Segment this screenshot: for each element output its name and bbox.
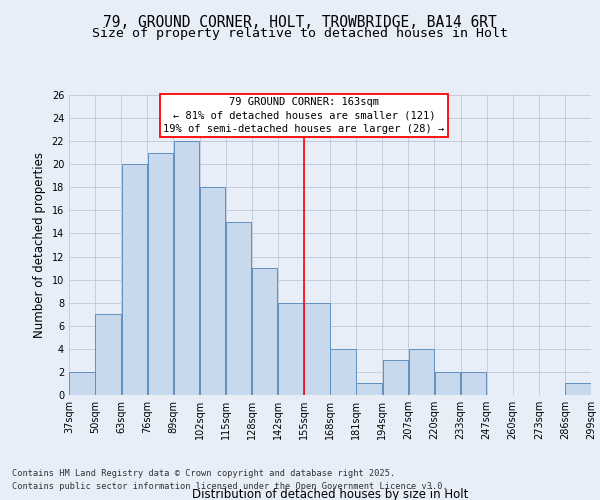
Bar bbox=[148, 152, 173, 395]
Bar bbox=[200, 188, 225, 395]
Bar bbox=[409, 349, 434, 395]
Bar bbox=[95, 314, 121, 395]
Text: Contains public sector information licensed under the Open Government Licence v3: Contains public sector information licen… bbox=[12, 482, 448, 491]
Bar bbox=[435, 372, 460, 395]
Text: 79, GROUND CORNER, HOLT, TROWBRIDGE, BA14 6RT: 79, GROUND CORNER, HOLT, TROWBRIDGE, BA1… bbox=[103, 15, 497, 30]
Bar bbox=[304, 302, 329, 395]
Bar bbox=[331, 349, 356, 395]
Bar bbox=[278, 302, 304, 395]
Bar bbox=[383, 360, 408, 395]
X-axis label: Distribution of detached houses by size in Holt: Distribution of detached houses by size … bbox=[192, 488, 468, 500]
Text: Size of property relative to detached houses in Holt: Size of property relative to detached ho… bbox=[92, 28, 508, 40]
Bar bbox=[226, 222, 251, 395]
Bar bbox=[356, 384, 382, 395]
Text: 79 GROUND CORNER: 163sqm
← 81% of detached houses are smaller (121)
19% of semi-: 79 GROUND CORNER: 163sqm ← 81% of detach… bbox=[163, 98, 445, 134]
Bar bbox=[122, 164, 147, 395]
Bar bbox=[70, 372, 95, 395]
Bar bbox=[565, 384, 590, 395]
Bar bbox=[252, 268, 277, 395]
Y-axis label: Number of detached properties: Number of detached properties bbox=[33, 152, 46, 338]
Text: Contains HM Land Registry data © Crown copyright and database right 2025.: Contains HM Land Registry data © Crown c… bbox=[12, 468, 395, 477]
Bar bbox=[461, 372, 486, 395]
Bar bbox=[174, 141, 199, 395]
